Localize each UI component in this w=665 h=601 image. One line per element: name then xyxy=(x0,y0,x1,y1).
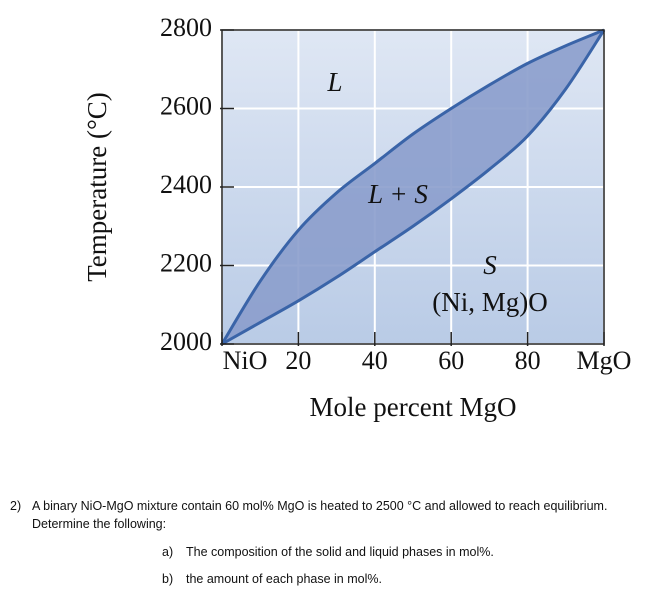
region-label: L xyxy=(326,67,342,97)
region-label: S xyxy=(483,250,497,280)
x-tick-label: 80 xyxy=(515,346,541,375)
x-tick-label: MgO xyxy=(577,346,632,375)
x-tick-label: 40 xyxy=(362,346,388,375)
y-axis-label: Temperature (°C) xyxy=(82,92,112,282)
item-text: the amount of each phase in mol%. xyxy=(186,572,382,586)
item-text: The composition of the solid and liquid … xyxy=(186,545,494,559)
two-phase-region xyxy=(222,30,604,344)
x-tick-label: NiO xyxy=(223,346,268,375)
x-tick-label: 60 xyxy=(438,346,464,375)
question-text: A binary NiO-MgO mixture contain 60 mol%… xyxy=(32,499,608,531)
item-marker: a) xyxy=(162,545,174,559)
y-tick-label: 2400 xyxy=(160,170,212,199)
phase-boundary xyxy=(220,28,605,345)
item-marker: b) xyxy=(162,572,174,586)
phase-boundary xyxy=(221,29,606,346)
chart: Temperature (°C) Mole percent MgO 2000 22… xyxy=(82,13,632,422)
x-axis-label: Mole percent MgO xyxy=(310,392,517,422)
y-tick-label: 2000 xyxy=(160,327,212,356)
x-tick-label: 20 xyxy=(285,346,311,375)
region-label: L + S xyxy=(367,179,428,209)
y-tick-label: 2800 xyxy=(160,13,212,42)
y-tick-label: 2200 xyxy=(160,248,212,277)
question-number: 2) xyxy=(10,499,22,513)
region-label: (Ni, Mg)O xyxy=(432,287,548,317)
y-tick-label: 2600 xyxy=(160,91,212,120)
